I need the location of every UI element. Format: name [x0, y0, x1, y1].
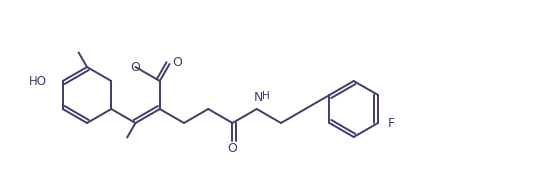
Text: O: O — [173, 56, 182, 69]
Text: F: F — [388, 117, 395, 129]
Text: HO: HO — [29, 74, 47, 87]
Text: O: O — [228, 142, 237, 155]
Text: N: N — [254, 91, 263, 104]
Text: H: H — [262, 91, 270, 101]
Text: O: O — [130, 61, 141, 74]
